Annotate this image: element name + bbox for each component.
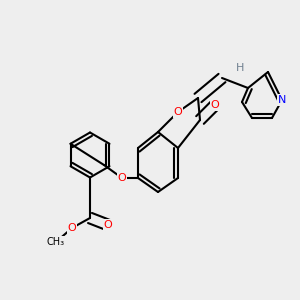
Text: H: H <box>236 63 244 73</box>
Text: O: O <box>118 173 126 183</box>
Text: CH₃: CH₃ <box>47 237 65 247</box>
Text: O: O <box>174 107 182 117</box>
Text: N: N <box>278 95 286 105</box>
Text: O: O <box>103 220 112 230</box>
Text: O: O <box>68 223 76 233</box>
Text: O: O <box>211 100 219 110</box>
